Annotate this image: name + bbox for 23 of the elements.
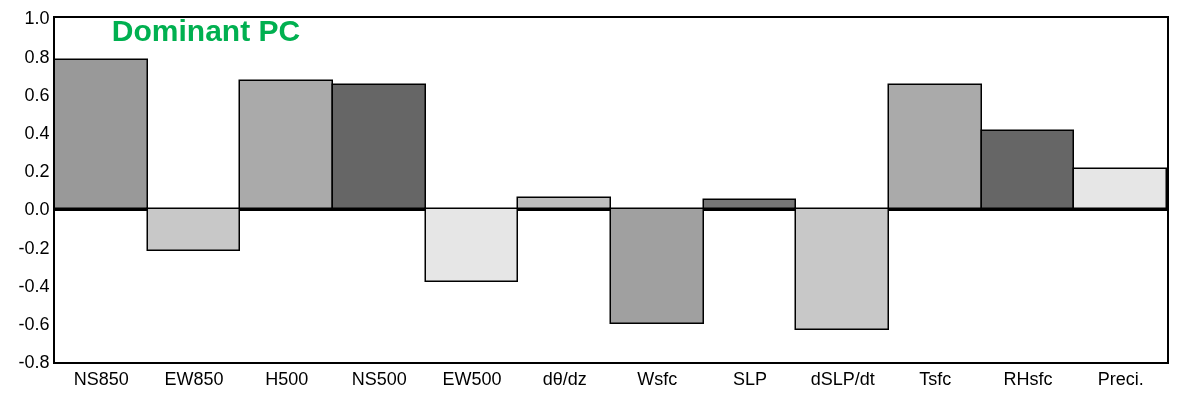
y-tick-label: 1.0: [24, 8, 50, 29]
chart-title: Dominant PC: [111, 14, 301, 48]
x-tick-label: H500: [265, 369, 309, 390]
y-tick-label: -0.8: [18, 352, 50, 373]
y-tick-label: -0.2: [18, 237, 50, 258]
x-tick-label: dθ/dz: [542, 369, 587, 390]
x-tick-label: NS500: [351, 369, 407, 390]
x-tick-label: EW850: [164, 369, 224, 390]
y-tick-label: -0.4: [18, 275, 50, 296]
x-tick-label: NS850: [73, 369, 129, 390]
x-tick-label: Tsfc: [919, 369, 952, 390]
x-tick-label: dSLP/dt: [810, 369, 875, 390]
y-tick-label: 0.0: [24, 199, 50, 220]
y-tick-label: 0.6: [24, 84, 50, 105]
x-tick-label: Preci.: [1097, 369, 1144, 390]
y-tick-label: -0.6: [18, 314, 50, 335]
y-tick-label: 0.2: [24, 161, 50, 182]
x-tick-label: EW500: [442, 369, 502, 390]
y-tick-label: 0.8: [24, 46, 50, 67]
x-tick-label: Wsfc: [637, 369, 678, 390]
y-tick-label: 0.4: [24, 122, 50, 143]
x-tick-label: RHsfc: [1003, 369, 1053, 390]
x-tick-label: SLP: [732, 369, 768, 390]
